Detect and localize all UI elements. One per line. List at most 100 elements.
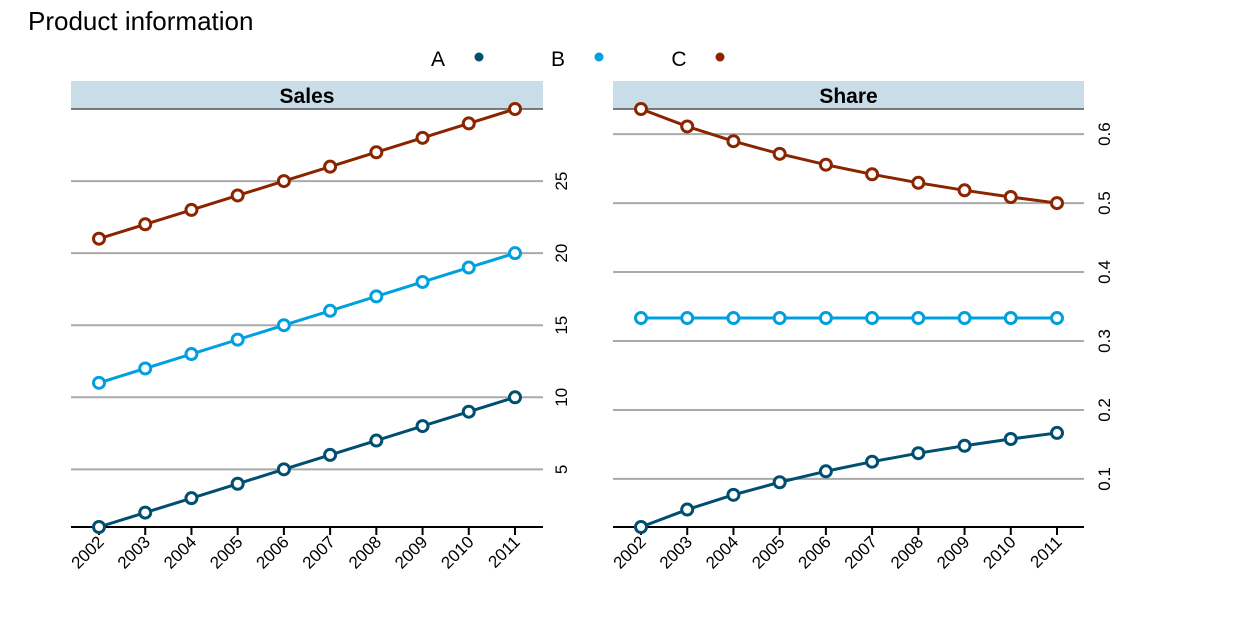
sales-series-b-point: [276, 318, 291, 333]
share-xtick-label: 2002: [610, 532, 650, 572]
share-series-c-point: [911, 175, 926, 190]
sales-series-c-point: [508, 102, 522, 116]
share-series-c-point: [957, 183, 972, 198]
sales-series-c-point: [461, 116, 476, 131]
share-series-a-point: [680, 502, 695, 517]
sales-series-c-line: [98, 107, 516, 241]
share-series-c-point: [726, 134, 741, 149]
sales-series-b-line: [98, 251, 516, 385]
share-series-a-point: [1050, 425, 1064, 440]
legend-label-b: B: [551, 48, 565, 71]
sales-series-b-point: [230, 332, 245, 347]
share-xtick-label: 2007: [841, 532, 881, 572]
sales-series-a-point: [369, 433, 384, 448]
sales-ytick-label: 15: [552, 316, 571, 335]
share-ytick-label: 0.1: [1095, 467, 1114, 491]
share-xtick-label: 2009: [933, 532, 973, 572]
sales-series-a-point: [138, 505, 153, 520]
sales-series-c-point: [92, 231, 106, 246]
sales-strip: [71, 81, 543, 109]
sales-series-a-point: [323, 447, 338, 462]
sales-xtick-label: 2011: [485, 532, 524, 571]
share-series-b-point: [865, 311, 880, 326]
legend: A B C: [431, 48, 725, 71]
share-series-b-point: [726, 311, 741, 326]
sales-xtick-label: 2010: [437, 532, 477, 572]
share-series-a-point: [865, 454, 880, 469]
sales-series-a-point: [184, 491, 199, 506]
sales-series-c-point: [138, 217, 153, 232]
sales-series-b-point: [323, 303, 338, 318]
chart-title: Product information: [28, 6, 254, 36]
sales-xtick-label: 2005: [206, 532, 246, 572]
sales-series-b-point: [138, 361, 153, 376]
share-xtick-label: 2011: [1027, 532, 1066, 571]
share-series-c-point: [865, 167, 880, 182]
share-series-a-line: [640, 431, 1058, 529]
sales-xtick-label: 2008: [345, 532, 385, 572]
sales-panel-title: Sales: [280, 85, 335, 108]
share-series-a-point: [726, 487, 741, 502]
share-xtick-label: 2010: [979, 532, 1019, 572]
sales-series-b-point: [461, 260, 476, 275]
share-ytick-label: 0.6: [1095, 122, 1114, 146]
sales-series-b-point: [508, 246, 522, 261]
legend-marker-a: [474, 52, 484, 62]
share-panel-title: Share: [819, 85, 877, 108]
sales-ytick-label: 10: [552, 388, 571, 407]
legend-marker-b: [594, 52, 604, 62]
share-series-c-line: [640, 107, 1058, 205]
legend-marker-c: [715, 52, 725, 62]
sales-series-a-point: [230, 476, 245, 491]
sales-series-c-point: [184, 202, 199, 217]
share-xtick-label: 2006: [795, 532, 835, 572]
sales-series-a-point: [276, 462, 291, 477]
share-series-b-point: [818, 311, 833, 326]
sales-series-c-point: [276, 174, 291, 189]
sales-series-c-point: [323, 159, 338, 174]
sales-series-a-point: [508, 390, 522, 405]
sales-series-b-point: [92, 375, 106, 390]
share-ytick-label: 0.3: [1095, 329, 1114, 353]
share-ytick-label: 0.2: [1095, 398, 1114, 422]
share-strip: [613, 81, 1084, 109]
share-xtick-label: 2004: [702, 532, 742, 572]
sales-xtick-label: 2009: [391, 532, 431, 572]
legend-label-c: C: [671, 48, 686, 71]
sales-series-b-point: [184, 347, 199, 362]
sales-series-b-point: [369, 289, 384, 304]
share-series-b-point: [957, 311, 972, 326]
sales-xtick-label: 2002: [68, 532, 108, 572]
share-series-b-point: [634, 311, 648, 326]
share-series-b-point: [1050, 311, 1064, 326]
share-series-a-point: [772, 475, 787, 490]
share-xtick-label: 2005: [748, 532, 788, 572]
sales-xtick-label: 2006: [253, 532, 293, 572]
share-ytick-label: 0.4: [1095, 260, 1114, 284]
share-series-c-point: [634, 102, 648, 116]
sales-ytick-label: 5: [552, 465, 571, 474]
sales-series-a-point: [92, 520, 106, 534]
share-series-b-point: [680, 311, 695, 326]
sales-series-c-point: [369, 145, 384, 160]
sales-series-c-point: [230, 188, 245, 203]
sales-xtick-label: 2003: [114, 532, 154, 572]
sales-series-c-point: [415, 130, 430, 145]
share-xtick-label: 2008: [887, 532, 927, 572]
sales-series-a-line: [98, 395, 516, 529]
share-series-c-point: [680, 119, 695, 134]
share-series-b-point: [772, 311, 787, 326]
legend-label-a: A: [431, 48, 445, 71]
share-series-c-point: [1003, 190, 1018, 204]
share-ytick-label: 0.5: [1095, 191, 1114, 215]
share-series-c-point: [818, 157, 833, 172]
share-series-c-point: [772, 146, 787, 161]
share-xtick-label: 2003: [656, 532, 696, 572]
share-series-a-point: [818, 464, 833, 479]
sales-series-a-point: [415, 419, 430, 434]
share-series-a-point: [957, 438, 972, 453]
share-series-c-point: [1050, 196, 1064, 211]
